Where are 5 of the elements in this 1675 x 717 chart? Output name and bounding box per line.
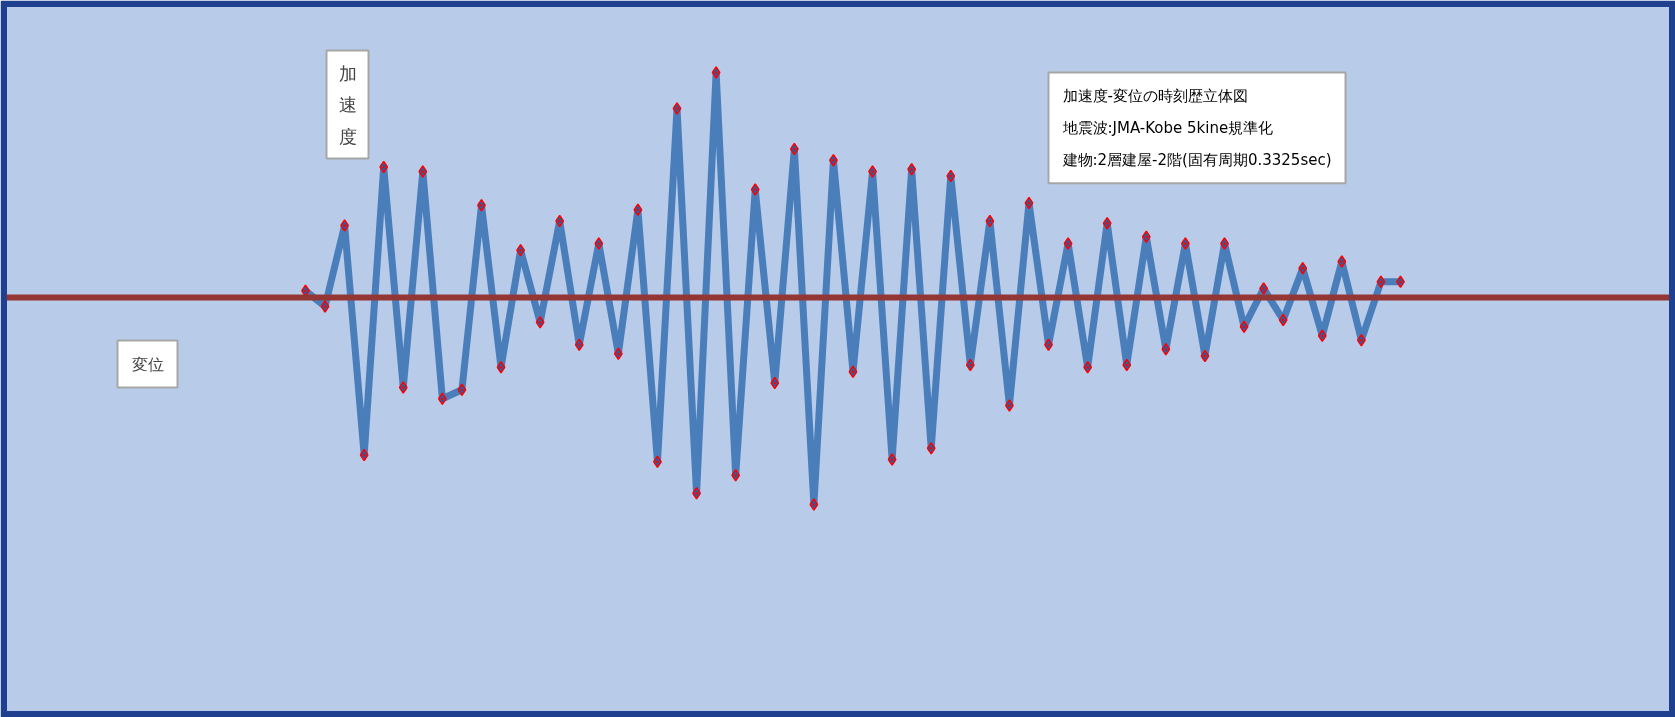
y-axis-title: 加速度 — [338, 62, 357, 147]
annotation: 建物:2層建屋-2階(固有周期0.3325sec) — [1061, 151, 1332, 170]
text: 加速度-変位の時刻歴立体図 — [1062, 86, 1248, 105]
text: 変位 — [131, 354, 164, 374]
annotation: 地震波:JMA-Kobe 5kine規準化 — [1061, 118, 1274, 137]
